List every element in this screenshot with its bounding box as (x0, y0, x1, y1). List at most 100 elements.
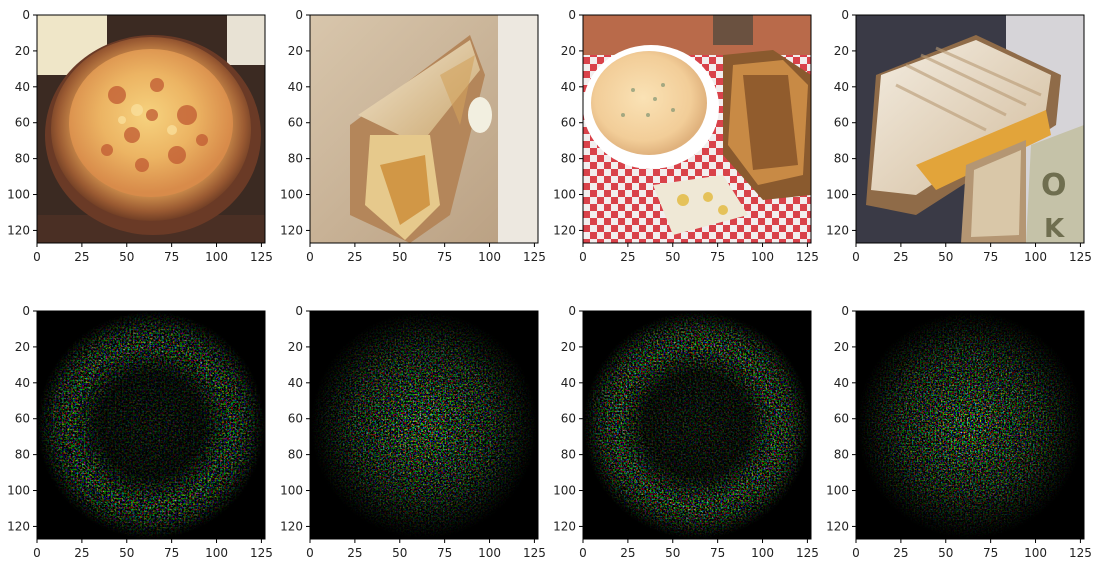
x-tick-label: 0 (306, 250, 314, 264)
x-tick-label: 75 (983, 250, 998, 264)
y-tick-label: 60 (834, 116, 849, 130)
y-tick-label: 0 (22, 304, 30, 318)
x-tick-label: 50 (938, 250, 953, 264)
x-tick-label: 75 (164, 250, 179, 264)
y-tick-label: 40 (561, 376, 576, 390)
y-tick-label: 100 (553, 188, 576, 202)
y-tick-label: 60 (15, 412, 30, 426)
x-tick-label: 100 (478, 546, 501, 560)
image-panel-3 (583, 15, 811, 243)
y-tick-label: 80 (15, 448, 30, 462)
y-tick-label: 60 (15, 116, 30, 130)
y-tick-label: 60 (834, 412, 849, 426)
y-tick-label: 100 (826, 188, 849, 202)
x-tick-label: 100 (478, 250, 501, 264)
saliency-panel-4 (856, 311, 1084, 539)
axes-frame (309, 310, 539, 540)
x-tick-label: 125 (1069, 250, 1092, 264)
y-tick-label: 120 (826, 223, 849, 237)
saliency-panel-3 (583, 311, 811, 539)
x-tick-label: 0 (852, 546, 860, 560)
y-tick-label: 40 (561, 80, 576, 94)
image-panel-2 (310, 15, 538, 243)
axes-8: 0 25 50 75 100 125 0 20 40 60 80 100 120 (826, 304, 1092, 560)
x-tick-label: 50 (119, 250, 134, 264)
x-tick-label: 25 (74, 250, 89, 264)
x-tick-label: 50 (392, 546, 407, 560)
y-tick-label: 60 (288, 412, 303, 426)
axes-frame (582, 310, 812, 540)
x-tick-label: 75 (710, 250, 725, 264)
x-tick-label: 75 (437, 250, 452, 264)
y-tick-label: 20 (15, 340, 30, 354)
x-tick-label: 0 (33, 546, 41, 560)
axes-5: 0 25 50 75 100 125 0 20 40 60 80 100 120 (7, 304, 273, 560)
y-tick-label: 80 (288, 448, 303, 462)
y-tick-label: 0 (295, 304, 303, 318)
y-tick-label: 100 (280, 484, 303, 498)
y-tick-label: 20 (288, 44, 303, 58)
x-tick-label: 75 (164, 546, 179, 560)
y-tick-label: 20 (834, 340, 849, 354)
x-tick-label: 25 (347, 250, 362, 264)
y-tick-label: 120 (7, 519, 30, 533)
y-tick-label: 60 (561, 412, 576, 426)
y-tick-label: 40 (15, 80, 30, 94)
y-tick-label: 0 (841, 8, 849, 22)
x-tick-label: 100 (751, 250, 774, 264)
y-tick-label: 0 (841, 304, 849, 318)
axes-7: 0 25 50 75 100 125 0 20 40 60 80 100 120 (553, 304, 819, 560)
x-tick-label: 25 (347, 546, 362, 560)
y-tick-label: 80 (834, 152, 849, 166)
y-tick-label: 60 (288, 116, 303, 130)
x-tick-label: 50 (665, 546, 680, 560)
y-tick-label: 20 (561, 340, 576, 354)
x-tick-label: 75 (437, 546, 452, 560)
y-tick-label: 120 (280, 223, 303, 237)
axes-6: 0 25 50 75 100 125 0 20 40 60 80 100 120 (280, 304, 546, 560)
axes-frame (855, 14, 1085, 244)
y-tick-label: 80 (561, 152, 576, 166)
x-tick-label: 100 (1024, 546, 1047, 560)
x-tick-label: 125 (1069, 546, 1092, 560)
axes-frame (855, 310, 1085, 540)
y-tick-label: 40 (834, 80, 849, 94)
x-tick-label: 0 (33, 250, 41, 264)
y-tick-label: 120 (7, 223, 30, 237)
x-tick-label: 25 (620, 250, 635, 264)
svg-text:O: O (1041, 168, 1067, 203)
y-tick-label: 80 (834, 448, 849, 462)
y-tick-label: 40 (834, 376, 849, 390)
svg-text:K: K (1044, 214, 1065, 244)
x-tick-label: 50 (119, 546, 134, 560)
x-tick-label: 0 (579, 546, 587, 560)
axes-3: 0 25 50 75 100 125 0 20 40 60 80 100 120 (553, 8, 819, 264)
saliency-panel-1 (37, 311, 265, 539)
axes-1: 0 25 50 75 100 125 0 20 40 60 80 100 120 (7, 8, 273, 264)
x-tick-label: 125 (796, 250, 819, 264)
y-tick-label: 100 (7, 188, 30, 202)
y-tick-label: 120 (826, 519, 849, 533)
image-panel-4: O K (856, 15, 1084, 244)
axes-frame (36, 14, 266, 244)
y-tick-label: 120 (280, 519, 303, 533)
x-tick-label: 125 (523, 250, 546, 264)
x-tick-label: 25 (74, 546, 89, 560)
x-tick-label: 25 (620, 546, 635, 560)
x-tick-label: 25 (893, 250, 908, 264)
y-tick-label: 100 (826, 484, 849, 498)
x-tick-label: 50 (665, 250, 680, 264)
y-tick-label: 40 (15, 376, 30, 390)
axes-4: 0 25 50 75 100 125 0 20 40 60 80 100 120 (826, 8, 1092, 264)
y-tick-label: 120 (553, 519, 576, 533)
x-tick-label: 125 (250, 546, 273, 560)
x-tick-label: 75 (983, 546, 998, 560)
y-tick-label: 0 (22, 8, 30, 22)
axes-frame (582, 14, 812, 244)
y-tick-label: 80 (288, 152, 303, 166)
y-tick-label: 80 (15, 152, 30, 166)
x-tick-label: 50 (392, 250, 407, 264)
y-tick-label: 100 (553, 484, 576, 498)
y-tick-label: 20 (561, 44, 576, 58)
